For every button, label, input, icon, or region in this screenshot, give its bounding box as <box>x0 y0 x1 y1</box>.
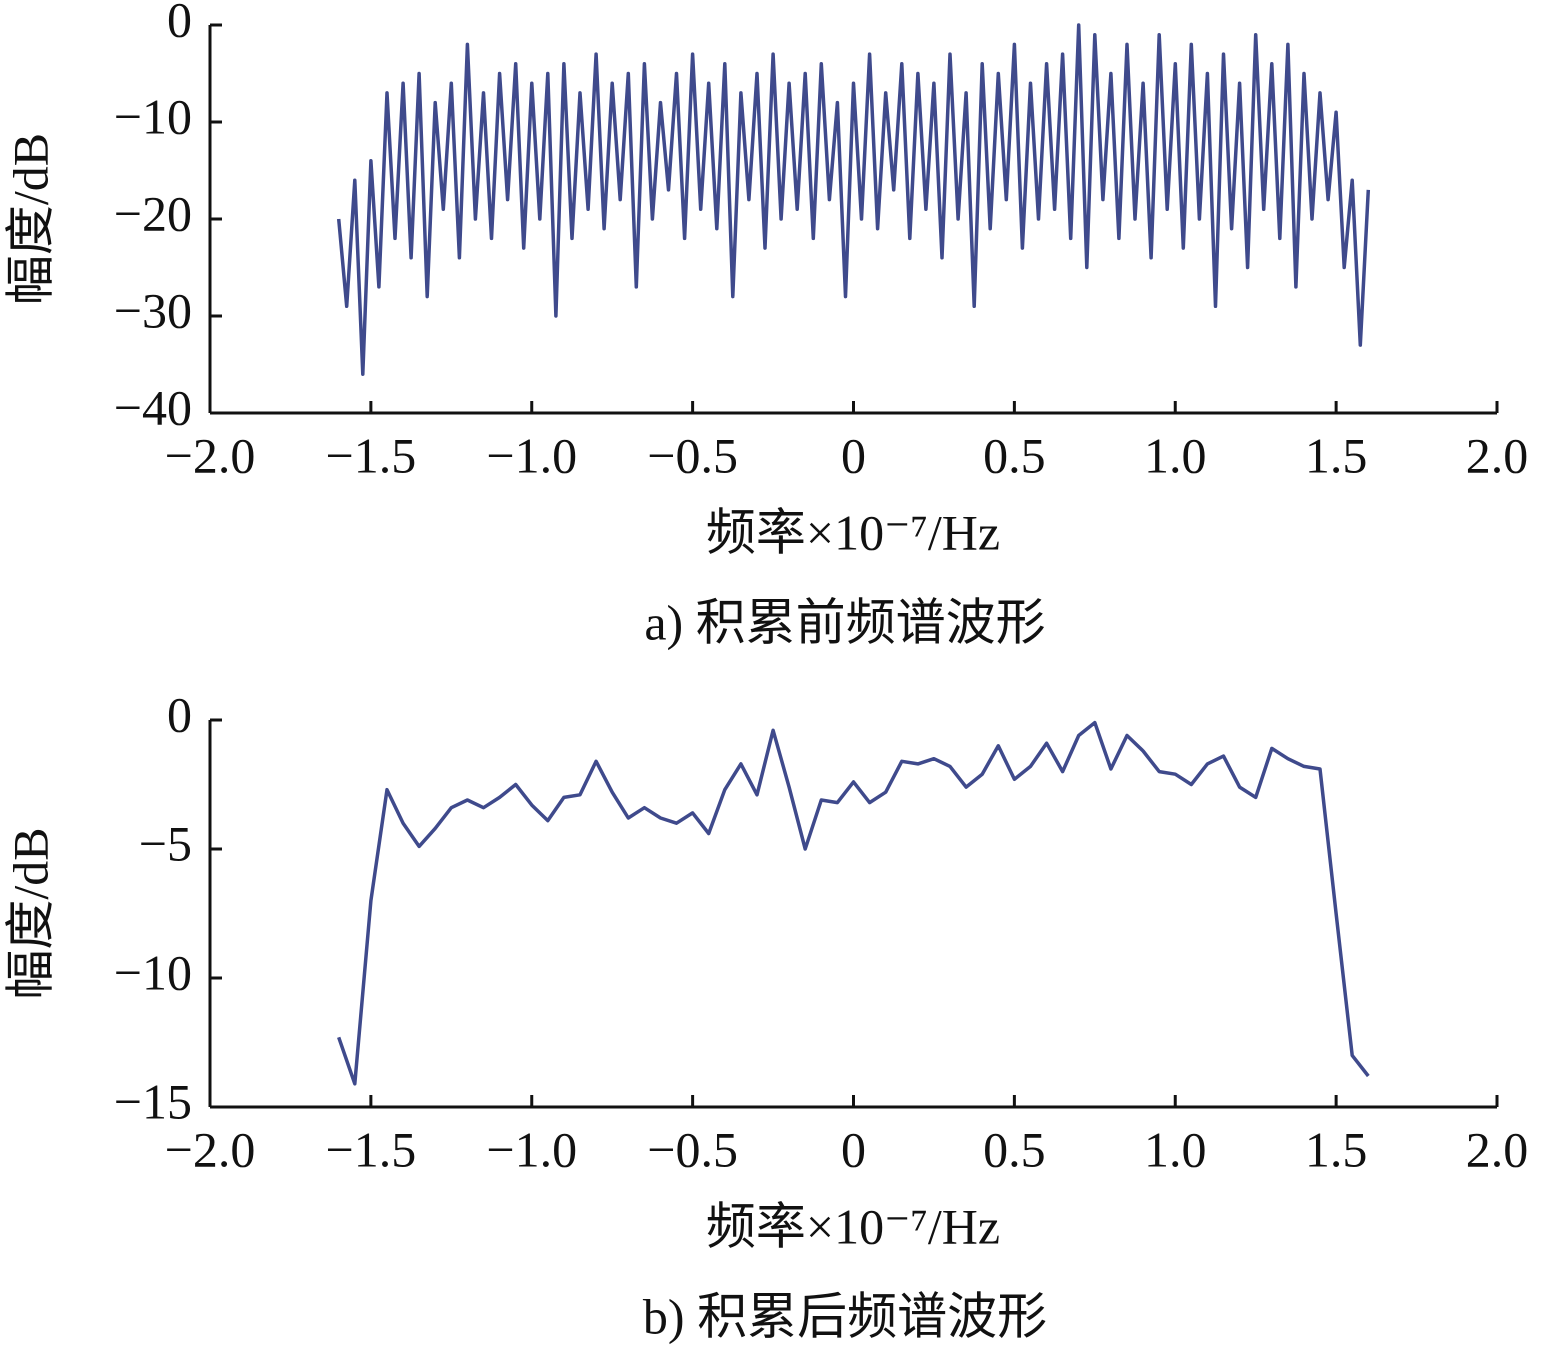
x-tick-label: 0.5 <box>983 1121 1046 1177</box>
x-tick-label: 0.5 <box>983 427 1046 483</box>
x-tick-label: −1.5 <box>326 427 417 483</box>
y-axis-label: 幅度/dB <box>2 133 58 305</box>
data-line <box>336 23 1371 376</box>
x-tick-label: 0 <box>841 1121 866 1177</box>
y-tick-label: −20 <box>114 185 192 241</box>
x-tick-label: −0.5 <box>647 427 738 483</box>
x-axis-label: 频率×10⁻⁷/Hz <box>706 1198 1000 1254</box>
data-line <box>337 720 1370 1086</box>
x-tick-label: 2.0 <box>1466 1121 1529 1177</box>
x-tick-label: 1.5 <box>1305 1121 1368 1177</box>
x-tick-label: −2.0 <box>165 427 256 483</box>
x-tick-label: −1.0 <box>486 1121 577 1177</box>
x-tick-label: 1.0 <box>1144 1121 1207 1177</box>
x-tick-label: −0.5 <box>647 1121 738 1177</box>
y-tick-label: −40 <box>114 379 192 435</box>
x-tick-label: 1.5 <box>1305 427 1368 483</box>
caption: a) 积累前频谱波形 <box>644 594 1045 650</box>
x-tick-label: −1.5 <box>326 1121 417 1177</box>
y-tick-label: −30 <box>114 282 192 338</box>
x-tick-label: −1.0 <box>486 427 577 483</box>
x-axis-label: 频率×10⁻⁷/Hz <box>706 504 1000 560</box>
y-tick-label: −10 <box>114 88 192 144</box>
x-tick-label: 2.0 <box>1466 427 1529 483</box>
x-tick-label: 1.0 <box>1144 427 1207 483</box>
y-tick-label: 0 <box>167 686 192 742</box>
y-axis-label: 幅度/dB <box>2 827 58 999</box>
x-tick-label: −2.0 <box>165 1121 256 1177</box>
y-tick-label: 0 <box>167 0 192 47</box>
x-tick-label: 0 <box>841 427 866 483</box>
caption: b) 积累后频谱波形 <box>643 1288 1047 1344</box>
y-tick-label: −5 <box>139 815 192 871</box>
y-tick-label: −15 <box>114 1073 192 1129</box>
y-tick-label: −10 <box>114 944 192 1000</box>
